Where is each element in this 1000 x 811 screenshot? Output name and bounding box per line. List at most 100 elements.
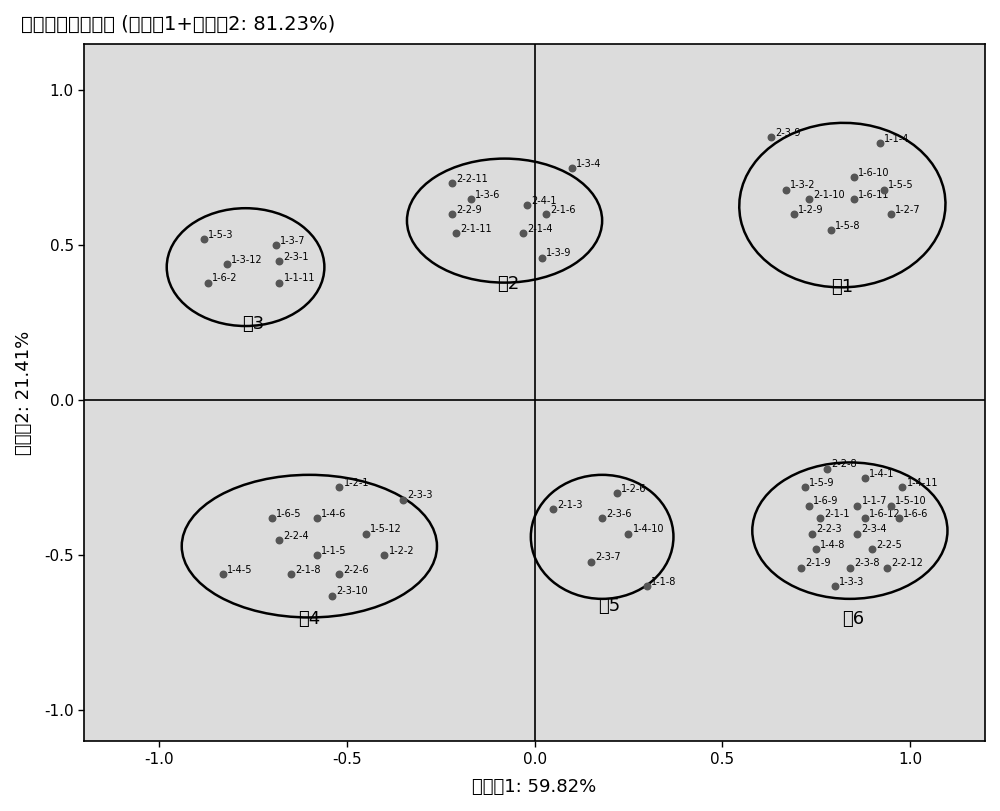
Text: 2-1-8: 2-1-8 <box>295 564 320 575</box>
Point <box>639 580 655 593</box>
Text: 2-1-10: 2-1-10 <box>813 190 844 200</box>
Point <box>376 549 392 562</box>
Point <box>879 561 895 574</box>
Text: 2-2-6: 2-2-6 <box>344 564 369 575</box>
Point <box>309 549 325 562</box>
Point <box>786 208 802 221</box>
Text: 2-3-3: 2-3-3 <box>407 491 433 500</box>
Point <box>793 561 809 574</box>
Point <box>864 543 880 556</box>
Text: 1-6-6: 1-6-6 <box>903 508 928 519</box>
Point <box>804 527 820 540</box>
Text: 1-3-12: 1-3-12 <box>231 255 263 264</box>
Text: 2-2-12: 2-2-12 <box>892 559 923 569</box>
Text: 1-3-9: 1-3-9 <box>546 248 572 259</box>
Point <box>545 503 561 516</box>
Point <box>358 527 374 540</box>
Text: 2-3-1: 2-3-1 <box>284 251 309 261</box>
Text: 2-3-4: 2-3-4 <box>862 525 887 534</box>
Point <box>594 512 610 525</box>
Text: 1-1-7: 1-1-7 <box>862 496 887 506</box>
Point <box>200 276 216 289</box>
Point <box>876 183 892 196</box>
Text: 2-1-6: 2-1-6 <box>550 205 576 215</box>
Text: 1-3-6: 1-3-6 <box>475 190 500 200</box>
Text: 2-1-1: 2-1-1 <box>824 508 850 519</box>
Text: 2-1-3: 2-1-3 <box>558 500 583 509</box>
Text: 1-6-11: 1-6-11 <box>858 190 889 200</box>
Text: 2-3-10: 2-3-10 <box>336 586 368 596</box>
Text: 1-2-1: 1-2-1 <box>344 478 369 488</box>
Point <box>309 512 325 525</box>
Text: 1-5-3: 1-5-3 <box>208 230 234 240</box>
Point <box>857 512 873 525</box>
Text: 1-1-5: 1-1-5 <box>321 546 347 556</box>
Text: 1-2-9: 1-2-9 <box>798 205 823 215</box>
Point <box>872 136 888 149</box>
Text: 2-1-11: 2-1-11 <box>460 224 492 234</box>
Text: 2-1-4: 2-1-4 <box>527 224 553 234</box>
Point <box>538 208 554 221</box>
Point <box>515 226 531 239</box>
Point <box>196 233 212 246</box>
Point <box>823 223 839 236</box>
Text: 组4: 组4 <box>298 610 320 628</box>
Point <box>827 580 843 593</box>
Text: 1-5-12: 1-5-12 <box>370 525 402 534</box>
Text: 1-3-2: 1-3-2 <box>790 180 816 191</box>
Point <box>801 500 817 513</box>
Point <box>763 131 779 144</box>
Point <box>883 500 899 513</box>
Point <box>846 171 862 184</box>
Point <box>808 543 824 556</box>
Text: 1-6-2: 1-6-2 <box>212 273 238 283</box>
Point <box>564 161 580 174</box>
Point <box>842 561 858 574</box>
Text: 1-5-5: 1-5-5 <box>888 180 913 191</box>
Text: 1-4-5: 1-4-5 <box>227 564 253 575</box>
Point <box>519 199 535 212</box>
Text: 主成分分析得分图 (主成具1+主成具2: 81.23%): 主成分分析得分图 (主成具1+主成具2: 81.23%) <box>21 15 335 34</box>
X-axis label: 主成具1: 59.82%: 主成具1: 59.82% <box>472 778 597 796</box>
Text: 组3: 组3 <box>242 315 264 333</box>
Text: 1-1-8: 1-1-8 <box>651 577 677 587</box>
Text: 1-3-3: 1-3-3 <box>839 577 864 587</box>
Text: 2-1-9: 2-1-9 <box>805 559 831 569</box>
Text: 1-4-6: 1-4-6 <box>321 508 346 519</box>
Text: 1-3-7: 1-3-7 <box>280 236 305 246</box>
Text: 1-6-12: 1-6-12 <box>869 508 901 519</box>
Text: 1-2-2: 1-2-2 <box>389 546 414 556</box>
Text: 组1: 组1 <box>831 278 853 296</box>
Text: 2-2-8: 2-2-8 <box>832 459 857 470</box>
Point <box>331 568 347 581</box>
Point <box>215 568 231 581</box>
Point <box>324 590 340 603</box>
Point <box>271 534 287 547</box>
Text: 1-2-7: 1-2-7 <box>895 205 921 215</box>
Text: 2-3-8: 2-3-8 <box>854 559 880 569</box>
Text: 组6: 组6 <box>843 610 865 628</box>
Point <box>894 481 910 494</box>
Point <box>283 568 299 581</box>
Point <box>463 192 479 205</box>
Text: 1-1-11: 1-1-11 <box>284 273 315 283</box>
Point <box>849 527 865 540</box>
Point <box>271 255 287 268</box>
Text: 1-2-6: 1-2-6 <box>621 484 647 494</box>
Text: 1-5-8: 1-5-8 <box>835 221 861 230</box>
Point <box>846 192 862 205</box>
Text: 2-4-1: 2-4-1 <box>531 195 557 206</box>
Text: 组5: 组5 <box>599 597 621 616</box>
Text: 1-6-9: 1-6-9 <box>813 496 838 506</box>
Point <box>801 192 817 205</box>
Point <box>395 493 411 506</box>
Point <box>331 481 347 494</box>
Point <box>534 251 550 264</box>
Point <box>812 512 828 525</box>
Point <box>268 239 284 252</box>
Text: 1-4-1: 1-4-1 <box>869 469 894 478</box>
Point <box>849 500 865 513</box>
Point <box>797 481 813 494</box>
Text: 1-5-9: 1-5-9 <box>809 478 834 488</box>
Point <box>444 208 460 221</box>
